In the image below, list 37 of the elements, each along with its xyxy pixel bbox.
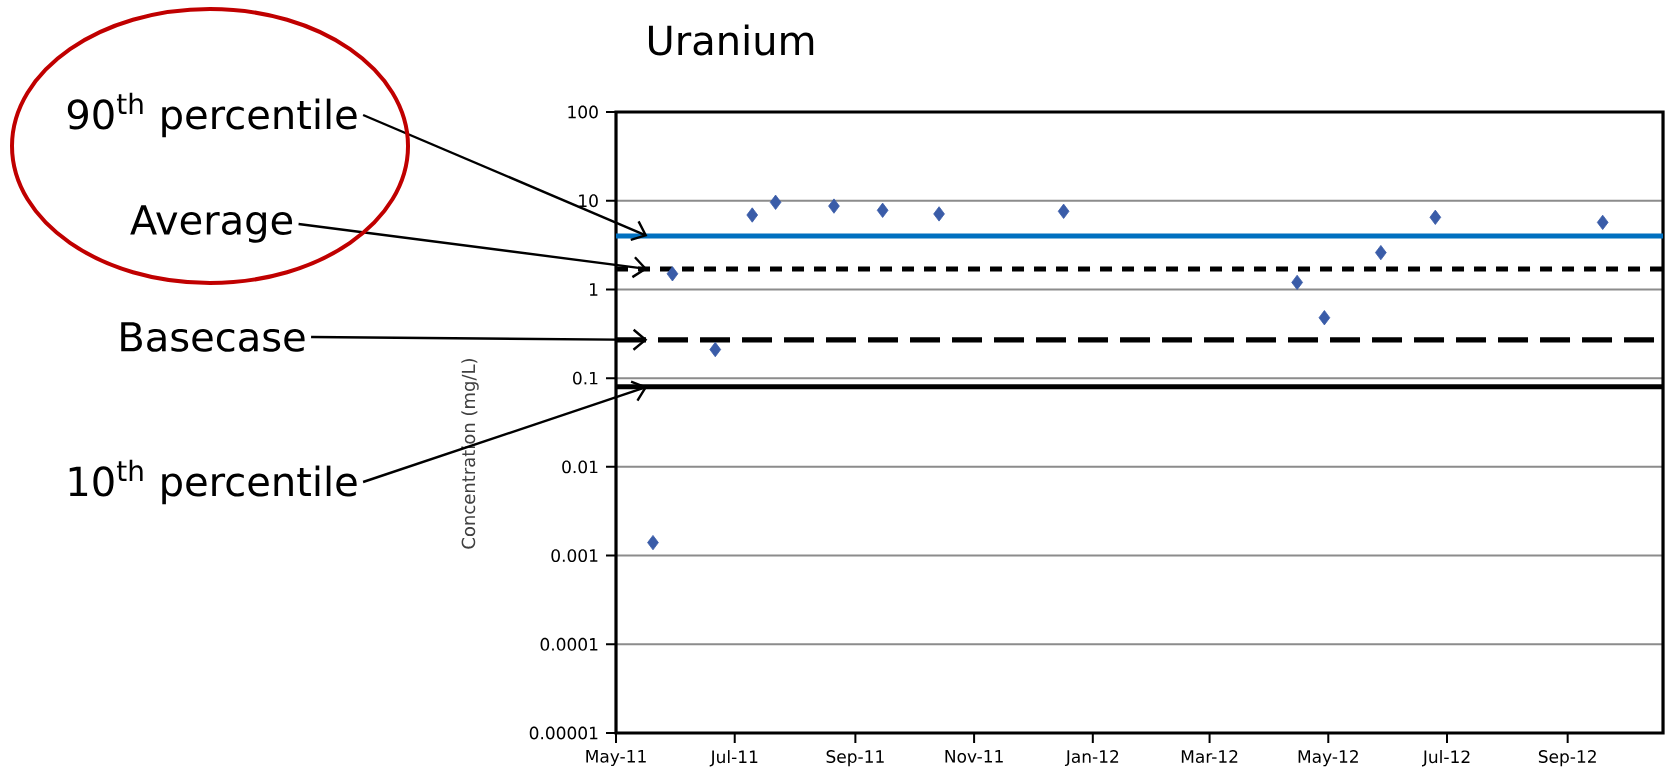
y-tick-label: 0.001 xyxy=(551,549,598,563)
ref-line-label: Average xyxy=(130,205,293,243)
point xyxy=(709,341,722,358)
y-tick-label: 0.1 xyxy=(573,371,598,385)
x-tick-label: May-11 xyxy=(586,750,646,767)
x-tick-label: Jan-12 xyxy=(1064,750,1119,767)
point xyxy=(876,202,889,218)
point xyxy=(769,194,782,210)
x-tick-label: Nov-11 xyxy=(945,750,1003,763)
ref-line-label: 90$^{th}$ percentile xyxy=(67,92,357,138)
ref-line-label: Basecase xyxy=(121,322,305,352)
point xyxy=(647,535,659,551)
x-tick-label: Jul-12 xyxy=(1421,750,1470,767)
point xyxy=(1375,245,1387,261)
point xyxy=(746,207,759,223)
point xyxy=(1318,310,1331,326)
x-tick-label: May-12 xyxy=(1298,750,1358,767)
ref-line-label: 10$^{th}$ percentile xyxy=(69,459,357,505)
y-tick-label: 1 xyxy=(590,283,598,296)
y-tick-label: 0.00001 xyxy=(529,726,598,740)
y-tick-label: 100 xyxy=(568,105,598,119)
point xyxy=(1429,209,1442,225)
chart-title: Uranium xyxy=(648,24,814,56)
x-tick-label: Jul-11 xyxy=(709,750,758,767)
y-tick-label: 10 xyxy=(579,194,598,208)
x-tick-label: Sep-11 xyxy=(826,750,884,767)
point xyxy=(1596,214,1609,230)
point xyxy=(828,198,840,214)
y-axis-title: Concentration (mg/L) xyxy=(461,359,479,549)
y-tick-label: 0.0001 xyxy=(540,637,598,651)
y-tick-label: 0.01 xyxy=(562,460,598,474)
point xyxy=(933,206,945,222)
point xyxy=(666,266,679,282)
x-tick-label: Mar-12 xyxy=(1181,750,1238,763)
x-tick-label: Sep-12 xyxy=(1538,750,1596,767)
point xyxy=(1291,274,1303,291)
point xyxy=(1057,203,1070,219)
